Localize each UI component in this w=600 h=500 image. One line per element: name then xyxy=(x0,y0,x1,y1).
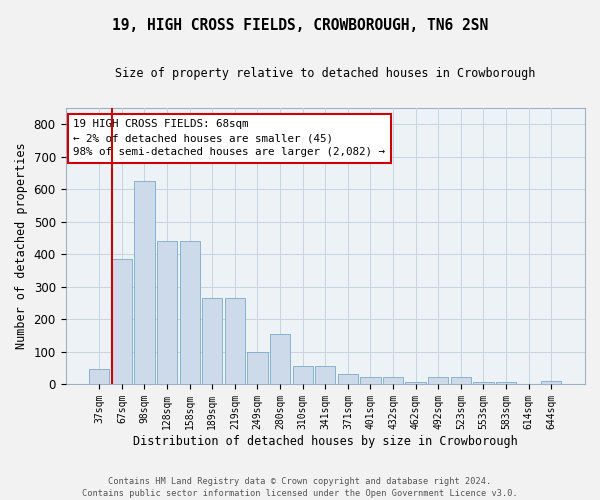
Text: 19, HIGH CROSS FIELDS, CROWBOROUGH, TN6 2SN: 19, HIGH CROSS FIELDS, CROWBOROUGH, TN6 … xyxy=(112,18,488,32)
Bar xyxy=(270,334,290,384)
Bar xyxy=(134,181,155,384)
Bar xyxy=(360,378,380,384)
Bar xyxy=(247,352,268,384)
Bar xyxy=(157,241,177,384)
Bar xyxy=(496,382,516,384)
Bar xyxy=(428,378,448,384)
Text: Contains HM Land Registry data © Crown copyright and database right 2024.
Contai: Contains HM Land Registry data © Crown c… xyxy=(82,476,518,498)
X-axis label: Distribution of detached houses by size in Crowborough: Distribution of detached houses by size … xyxy=(133,434,518,448)
Bar xyxy=(315,366,335,384)
Bar xyxy=(383,378,403,384)
Bar xyxy=(202,298,223,384)
Bar xyxy=(225,298,245,384)
Bar xyxy=(112,259,132,384)
Bar xyxy=(179,241,200,384)
Bar xyxy=(338,374,358,384)
Title: Size of property relative to detached houses in Crowborough: Size of property relative to detached ho… xyxy=(115,68,535,80)
Y-axis label: Number of detached properties: Number of detached properties xyxy=(15,142,28,350)
Bar xyxy=(89,370,109,384)
Bar xyxy=(473,382,494,384)
Bar xyxy=(451,378,471,384)
Bar xyxy=(406,382,426,384)
Bar xyxy=(541,380,562,384)
Text: 19 HIGH CROSS FIELDS: 68sqm
← 2% of detached houses are smaller (45)
98% of semi: 19 HIGH CROSS FIELDS: 68sqm ← 2% of deta… xyxy=(73,119,385,157)
Bar xyxy=(293,366,313,384)
